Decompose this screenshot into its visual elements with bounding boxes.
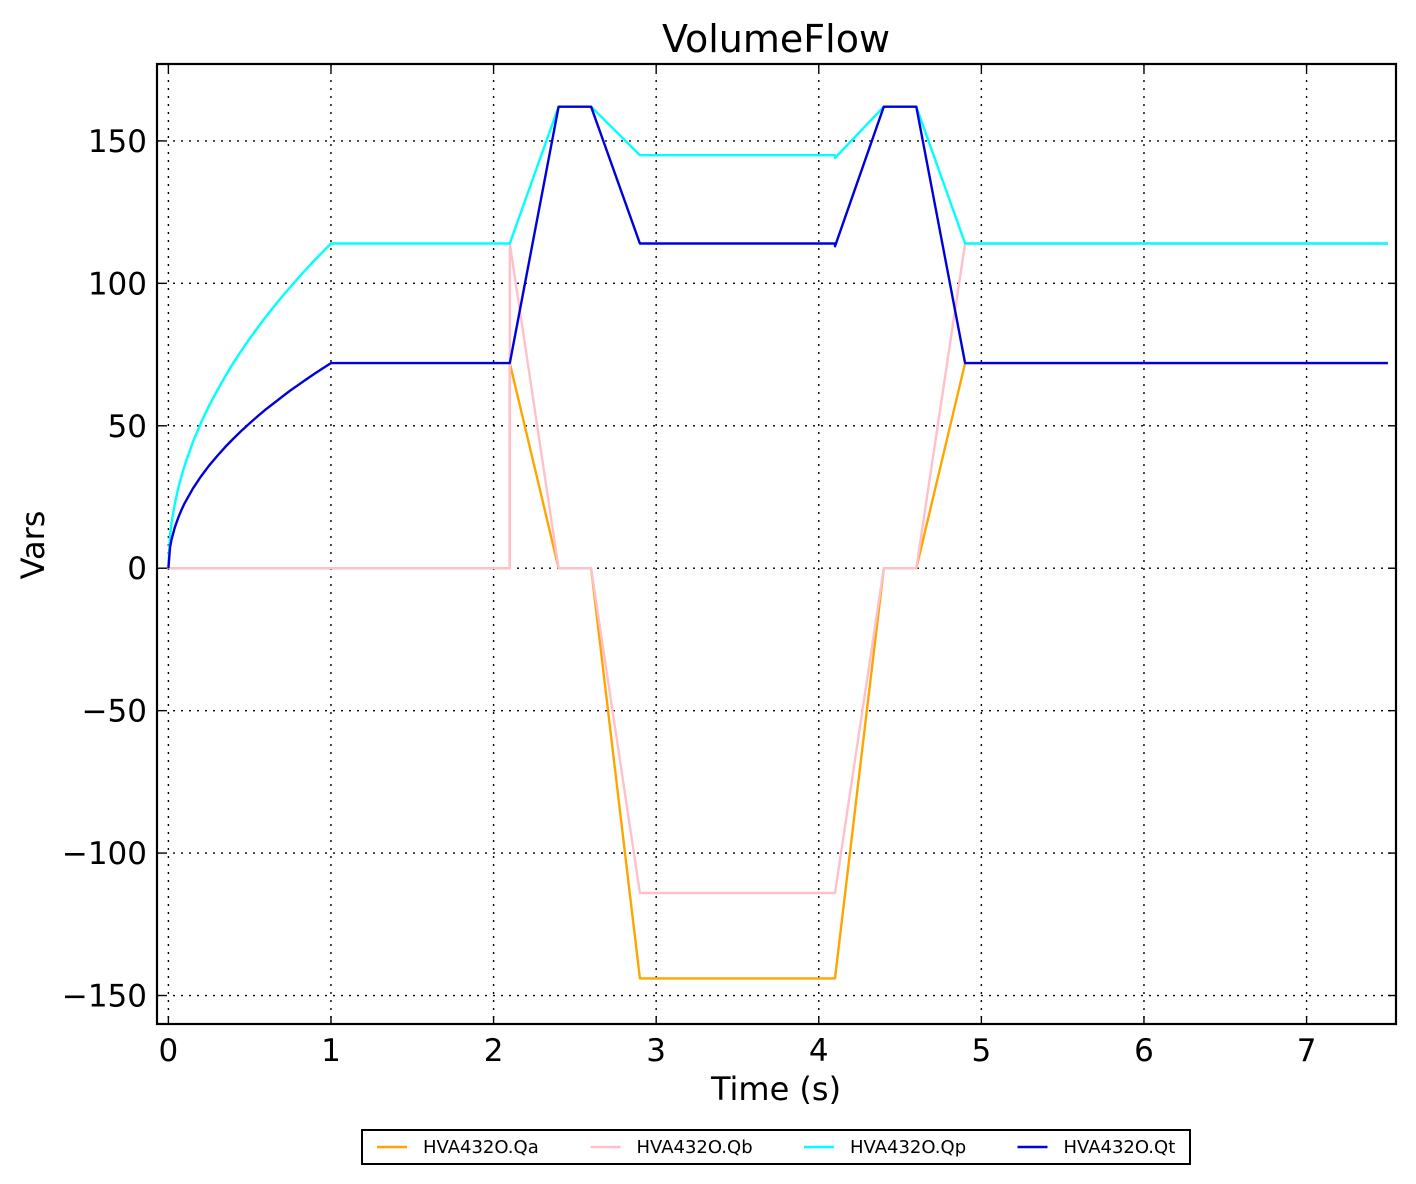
chart-title: VolumeFlow: [662, 17, 890, 61]
legend: HVA432O.Qa HVA432O.Qb HVA432O.Qp HVA432O.Qt: [361, 1129, 1191, 1165]
x-tick-label: 1: [321, 1033, 341, 1069]
x-tick-label: 6: [1134, 1033, 1154, 1069]
legend-entry-label: HVA432O.Qt: [1064, 1137, 1176, 1158]
x-tick-label: 5: [972, 1033, 992, 1069]
series-line-4: [167, 105, 1388, 569]
grid-lines: [157, 64, 1396, 1024]
legend-entry-label: HVA432O.Qp: [850, 1137, 966, 1158]
y-tick-label: 0: [127, 551, 147, 587]
x-tick-label: 2: [484, 1033, 504, 1069]
y-tick-label: −150: [62, 979, 147, 1015]
y-tick-label: 150: [88, 124, 147, 160]
y-tick-labels: −150 −100 −50 0 50 100 150: [62, 124, 147, 1015]
x-axis-label: Time (s): [710, 1070, 841, 1108]
x-tick-label: 3: [646, 1033, 666, 1069]
y-tick-label: −50: [82, 694, 147, 730]
series-line-2: [168, 242, 1388, 895]
series-lines: [167, 105, 1388, 980]
series-line-3: [167, 105, 1388, 569]
legend-entry-label: HVA432O.Qa: [423, 1137, 539, 1158]
x-tick-labels: 0 1 2 3 4 5 6 7: [159, 1033, 1317, 1069]
legend-entries: HVA432O.Qa HVA432O.Qb HVA432O.Qp HVA432O.Qt: [377, 1137, 1175, 1158]
y-tick-label: 50: [108, 409, 147, 445]
y-tick-label: −100: [62, 836, 147, 872]
x-tick-label: 4: [809, 1033, 829, 1069]
legend-box: [361, 1129, 1191, 1165]
plot-frame: [155, 62, 1398, 1026]
x-tick-label: 0: [159, 1033, 179, 1069]
legend-entry-label: HVA432O.Qb: [637, 1137, 753, 1158]
y-tick-label: 100: [88, 266, 147, 302]
x-tick-label: 7: [1297, 1033, 1317, 1069]
y-axis-label: Vars: [14, 511, 52, 580]
axis-ticks: [157, 64, 1396, 1024]
